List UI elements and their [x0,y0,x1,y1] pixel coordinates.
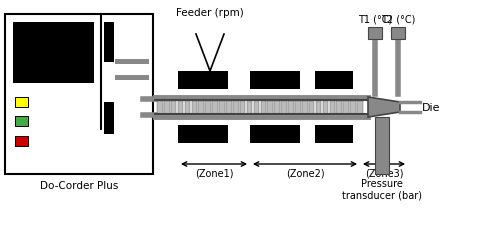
Bar [368,28,382,40]
Bar [316,101,322,114]
Bar [104,103,114,134]
Bar [250,126,300,143]
Text: Do-Corder Plus: Do-Corder Plus [40,180,118,190]
Bar [330,101,335,114]
Bar [302,101,308,114]
Bar [246,101,252,114]
Bar [250,72,300,90]
Bar [350,101,356,114]
Bar [274,101,280,114]
Text: (Zone2): (Zone2) [286,168,325,178]
Bar [268,101,273,114]
Bar [226,101,232,114]
Bar [315,72,353,90]
Bar [344,101,349,114]
Bar [178,72,228,90]
Bar [281,101,287,114]
Bar [375,118,389,174]
Bar [15,98,28,108]
Bar [391,28,405,40]
Text: Pressure
transducer (bar): Pressure transducer (bar) [342,178,422,200]
Bar [206,101,211,114]
Bar [178,101,184,114]
Text: Feeder (rpm): Feeder (rpm) [176,8,244,18]
Bar [212,101,218,114]
Bar [104,23,114,63]
Bar [115,59,149,64]
Text: T1 (°C): T1 (°C) [358,15,392,25]
Bar [260,101,266,114]
Bar [5,15,153,174]
Bar [288,101,294,114]
Bar [15,117,28,127]
Bar [171,101,176,114]
Bar [178,126,228,143]
Bar [309,101,314,114]
Bar [157,101,162,114]
Bar [254,101,260,114]
Bar [336,101,342,114]
Bar [115,75,149,80]
Bar [295,101,300,114]
Bar [315,126,353,143]
Text: (Zone3): (Zone3) [365,168,403,178]
Text: Die: Die [422,103,440,113]
Bar [357,101,363,114]
Bar [13,23,94,84]
Bar [240,101,246,114]
Polygon shape [368,98,400,118]
Bar [198,101,204,114]
Bar [219,101,225,114]
Bar [164,101,170,114]
Bar [192,101,197,114]
Bar [322,101,328,114]
Text: T2 (°C): T2 (°C) [381,15,415,25]
Bar [184,101,190,114]
Bar [15,136,28,146]
Text: (Zone1): (Zone1) [195,168,233,178]
Bar [233,101,238,114]
